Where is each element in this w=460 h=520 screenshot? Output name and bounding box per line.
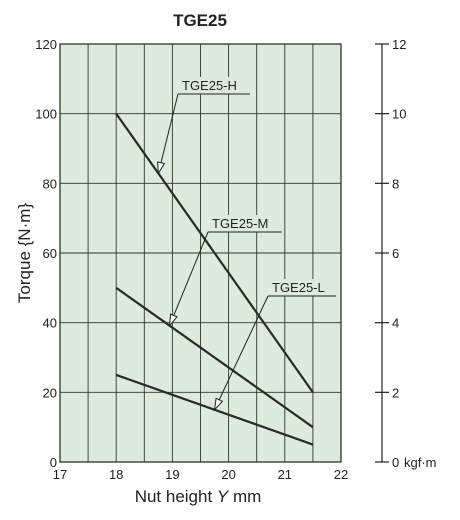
- annotation-leader-line: [169, 231, 209, 326]
- y-axis-label: Torque {N·m}: [15, 203, 34, 303]
- series-line-tge25-m: [115, 286, 314, 429]
- series-line-tge25-h: [115, 113, 314, 393]
- y-tick-label: 100: [35, 107, 57, 122]
- annotation-arrowhead: [168, 313, 178, 328]
- x-tick-label: 17: [53, 467, 67, 482]
- annotation-arrowhead: [213, 397, 224, 412]
- series-annotations: TGE25-H TGE25-M TGE25-L: [157, 77, 338, 412]
- x-axis-ticks: 17 18 19 20 21 22: [53, 467, 348, 482]
- annotation-arrowhead: [157, 161, 166, 175]
- annotation-label-tge25-l: TGE25-L: [272, 280, 325, 295]
- annotation-label-tge25-h: TGE25-H: [182, 78, 237, 93]
- secondary-y-axis: 0 2 4 6 8 10 12: [375, 37, 406, 470]
- x-tick-label: 18: [109, 467, 123, 482]
- x-tick-label: 21: [278, 467, 292, 482]
- y-tick-label: 20: [43, 385, 57, 400]
- annotation-leader-line: [214, 295, 269, 410]
- y-tick-label: 80: [43, 176, 57, 191]
- x-axis-label-unit: mm: [228, 487, 261, 506]
- chart-title: TGE25: [173, 11, 227, 30]
- secondary-y-tick-label: 6: [392, 246, 399, 261]
- y-tick-label: 40: [43, 316, 57, 331]
- secondary-y-tick-label: 12: [392, 37, 406, 52]
- annotation-label-background: [179, 77, 252, 94]
- x-axis-label-variable: Y: [217, 487, 230, 506]
- x-axis-label: Nut height Y mm: [135, 487, 262, 506]
- annotation-label-background: [209, 215, 284, 232]
- x-axis-label-prefix: Nut height: [135, 487, 217, 506]
- secondary-y-tick-label: 10: [392, 107, 406, 122]
- y-tick-label: 0: [50, 455, 57, 470]
- y-axis-ticks: 0 20 40 60 80 100 120: [35, 37, 57, 470]
- x-tick-label: 22: [334, 467, 348, 482]
- secondary-y-tick-label: 4: [392, 316, 399, 331]
- secondary-y-axis-label: kgf·m: [404, 455, 437, 470]
- secondary-y-tick-label: 8: [392, 176, 399, 191]
- x-tick-label: 19: [165, 467, 179, 482]
- secondary-y-tick-label: 0: [392, 455, 399, 470]
- annotation-leader-line: [157, 93, 179, 174]
- annotation-label-tge25-m: TGE25-M: [212, 216, 268, 231]
- secondary-y-tick-label: 2: [392, 385, 399, 400]
- annotation-label-background: [269, 279, 338, 296]
- y-tick-label: 120: [35, 37, 57, 52]
- y-tick-label: 60: [43, 246, 57, 261]
- x-tick-label: 20: [221, 467, 235, 482]
